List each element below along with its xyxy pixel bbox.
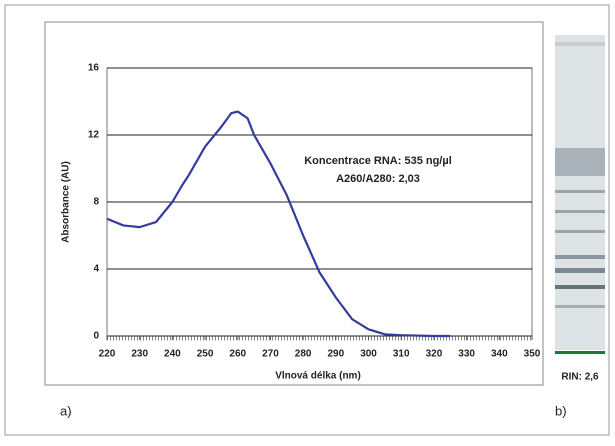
x-tick-label: 310 xyxy=(393,349,410,360)
x-tick-label: 280 xyxy=(295,349,312,360)
gel-lane xyxy=(555,35,605,354)
annotation: A260/A280: 2,03 xyxy=(336,173,420,185)
y-tick-label: 8 xyxy=(93,197,99,208)
x-tick-label: 330 xyxy=(458,349,475,360)
band xyxy=(555,148,605,176)
panel-label: b) xyxy=(555,403,567,418)
band xyxy=(555,268,605,273)
band xyxy=(555,190,605,193)
band xyxy=(555,230,605,233)
x-tick-label: 230 xyxy=(131,349,148,360)
y-tick-label: 0 xyxy=(93,331,99,342)
x-tick-label: 320 xyxy=(426,349,443,360)
x-tick-label: 250 xyxy=(197,349,214,360)
rin-label: RIN: 2,6 xyxy=(561,372,599,383)
band xyxy=(555,42,605,46)
annotation: Koncentrace RNA: 535 ng/µl xyxy=(304,155,452,167)
marker-band xyxy=(555,351,605,354)
panel-label: a) xyxy=(60,403,72,418)
x-tick-label: 270 xyxy=(262,349,279,360)
x-tick-label: 220 xyxy=(99,349,116,360)
band xyxy=(555,255,605,259)
x-axis-label: Vlnová délka (nm) xyxy=(275,371,361,382)
x-tick-label: 350 xyxy=(524,349,541,360)
y-axis-label: Absorbance (AU) xyxy=(61,161,72,243)
band xyxy=(555,305,605,308)
y-tick-label: 16 xyxy=(88,63,100,74)
x-tick-label: 290 xyxy=(328,349,345,360)
y-tick-label: 4 xyxy=(93,264,99,275)
band xyxy=(555,210,605,213)
x-tick-label: 240 xyxy=(164,349,181,360)
x-tick-label: 300 xyxy=(360,349,377,360)
x-tick-label: 260 xyxy=(229,349,246,360)
x-tick-label: 340 xyxy=(491,349,508,360)
y-tick-label: 12 xyxy=(88,130,100,141)
band xyxy=(555,285,605,289)
figure: Vlnová délka (nm) Absorbance (AU) Koncen… xyxy=(0,0,615,441)
